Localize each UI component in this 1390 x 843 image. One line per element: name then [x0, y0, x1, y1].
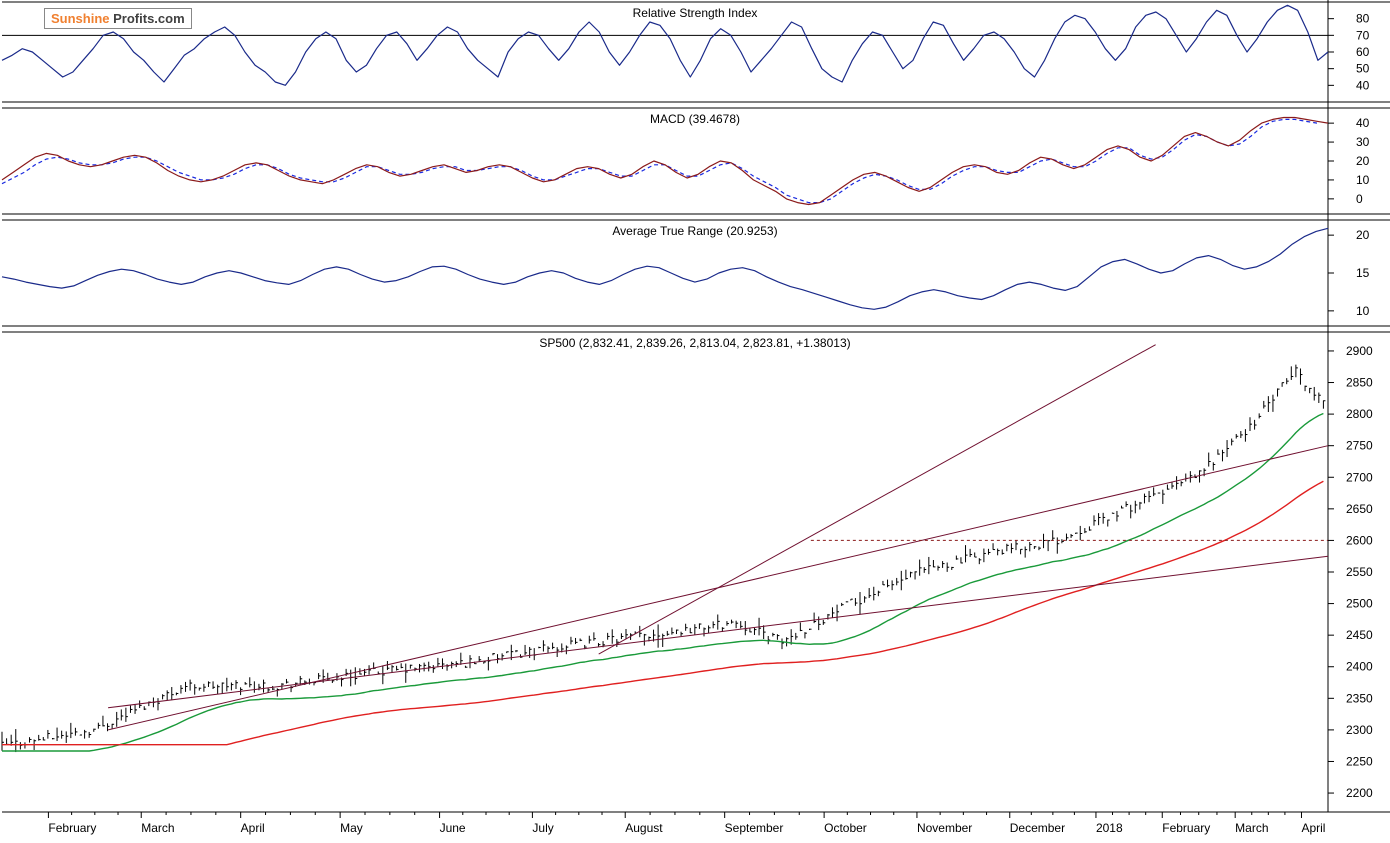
- svg-text:December: December: [1010, 821, 1065, 835]
- svg-text:May: May: [340, 821, 363, 835]
- svg-text:February: February: [1162, 821, 1210, 835]
- watermark-prof: Profits.com: [113, 11, 185, 26]
- svg-text:April: April: [241, 821, 265, 835]
- atr-title: Average True Range (20.9253): [0, 224, 1390, 238]
- rsi-title: Relative Strength Index: [0, 6, 1390, 20]
- svg-text:2750: 2750: [1346, 439, 1373, 453]
- svg-text:20: 20: [1356, 154, 1370, 168]
- svg-text:2300: 2300: [1346, 723, 1373, 737]
- svg-text:10: 10: [1356, 173, 1370, 187]
- svg-text:2650: 2650: [1346, 502, 1373, 516]
- svg-text:2800: 2800: [1346, 407, 1373, 421]
- svg-text:2350: 2350: [1346, 691, 1373, 705]
- svg-text:2400: 2400: [1346, 660, 1373, 674]
- svg-text:September: September: [725, 821, 784, 835]
- svg-text:2250: 2250: [1346, 754, 1373, 768]
- svg-text:2600: 2600: [1346, 533, 1373, 547]
- svg-text:2500: 2500: [1346, 597, 1373, 611]
- main-title: SP500 (2,832.41, 2,839.26, 2,813.04, 2,8…: [0, 336, 1390, 350]
- svg-text:2550: 2550: [1346, 565, 1373, 579]
- svg-text:50: 50: [1356, 62, 1370, 76]
- svg-text:March: March: [141, 821, 174, 835]
- svg-text:60: 60: [1356, 45, 1370, 59]
- svg-text:August: August: [625, 821, 663, 835]
- svg-text:October: October: [824, 821, 867, 835]
- watermark-logo: Sunshine Profits.com: [44, 8, 192, 29]
- macd-title: MACD (39.4678): [0, 112, 1390, 126]
- svg-text:2850: 2850: [1346, 376, 1373, 390]
- svg-text:2450: 2450: [1346, 628, 1373, 642]
- svg-text:November: November: [917, 821, 972, 835]
- svg-text:2018: 2018: [1096, 821, 1123, 835]
- svg-text:0: 0: [1356, 192, 1363, 206]
- chart-canvas: 4050607080010203040101520220022502300235…: [0, 0, 1390, 843]
- svg-text:2700: 2700: [1346, 470, 1373, 484]
- svg-text:March: March: [1235, 821, 1268, 835]
- svg-text:70: 70: [1356, 28, 1370, 42]
- svg-text:June: June: [440, 821, 466, 835]
- svg-text:July: July: [532, 821, 553, 835]
- svg-text:February: February: [48, 821, 96, 835]
- svg-text:April: April: [1301, 821, 1325, 835]
- svg-text:2200: 2200: [1346, 786, 1373, 800]
- svg-text:15: 15: [1356, 266, 1370, 280]
- svg-text:40: 40: [1356, 78, 1370, 92]
- svg-text:30: 30: [1356, 135, 1370, 149]
- svg-text:10: 10: [1356, 304, 1370, 318]
- watermark-sun: Sunshine: [51, 11, 113, 26]
